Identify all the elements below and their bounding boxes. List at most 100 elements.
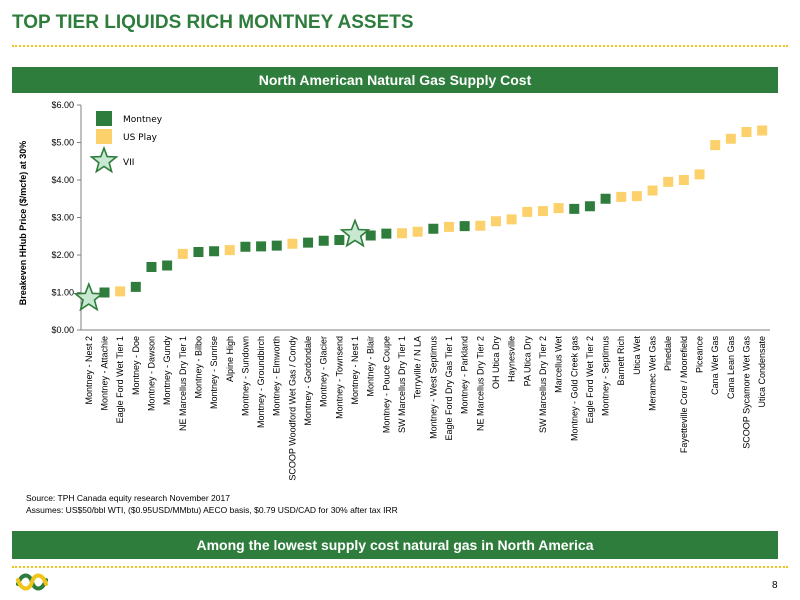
x-category-label: NE Marcellus Dry Tier 1: [178, 336, 188, 431]
x-category-label: Eagle Ford Wet Tier 2: [585, 336, 595, 423]
data-point: [287, 238, 298, 249]
x-category-label: Eagle Ford Dry Gas Tier 1: [444, 336, 454, 441]
legend-swatch: [96, 129, 112, 144]
x-category-label: Meramec Wet Gas: [648, 336, 658, 411]
x-category-label: Montney - Pouce Coupe: [381, 336, 391, 433]
data-point: [631, 191, 642, 202]
x-category-label: Montney - Blair: [366, 336, 376, 397]
data-point: [600, 193, 611, 204]
supply-cost-chart: $0.00 $1.00 $2.00 $3.00 $4.00 $5.00 $6.00 Montn…: [51, 100, 770, 481]
legend-label: US Play: [123, 133, 158, 143]
y-tick-label: $1.00: [51, 288, 74, 298]
y-tick-label: $6.00: [51, 100, 74, 110]
x-category-label: SW Marcellus Dry Tier 1: [397, 336, 407, 433]
x-category-label: Piceance: [695, 336, 705, 373]
legend-star-icon: [89, 145, 119, 174]
data-point: [678, 175, 689, 185]
data-point: [224, 245, 235, 256]
x-category-label: Montney - Dawson: [146, 336, 156, 411]
x-category-label: Montney - Nest 1: [350, 336, 360, 405]
data-point: [757, 125, 768, 136]
x-category-label: Cana Lean Gas: [726, 336, 736, 400]
data-point: [381, 228, 392, 239]
x-category-label: Montney - Sundown: [240, 336, 250, 416]
legend-swatch: [96, 111, 112, 126]
x-category-label: Montney - Attachie: [99, 336, 109, 411]
data-point: [553, 203, 564, 214]
data-point: [490, 216, 501, 227]
data-point: [146, 262, 157, 272]
data-point: [412, 226, 423, 237]
data-point: [318, 235, 329, 246]
data-point: [209, 246, 220, 257]
page-title: TOP TIER LIQUIDS RICH MONTNEY ASSETS: [12, 12, 414, 33]
x-category-label: Montney - West Septimus: [428, 336, 438, 439]
x-category-label: Terryville / N LA: [413, 336, 423, 399]
data-point-star: [73, 281, 105, 312]
legend-label: VII: [123, 158, 134, 168]
data-point: [162, 260, 173, 271]
data-point: [725, 133, 736, 144]
x-category-label: Eagle Ford Wet Tier 1: [115, 336, 125, 423]
x-category-label: Fayetteville Core / Moorefield: [679, 336, 689, 453]
x-category-label: Montney - Sunrise: [209, 336, 219, 409]
x-category-label: SW Marcellus Dry Tier 2: [538, 336, 548, 433]
source-note: Source: TPH Canada equity research Novem…: [26, 493, 230, 503]
x-category-label: Montney - Gold Creek gas: [569, 336, 579, 442]
y-tick-label: $0.00: [51, 325, 74, 335]
y-tick-label: $5.00: [51, 138, 74, 148]
data-point: [271, 240, 282, 251]
data-point: [177, 248, 188, 259]
y-tick-label: $2.00: [51, 250, 74, 260]
data-point: [303, 237, 314, 248]
assumptions-note: Assumes: US$50/bbl WTI, ($0.95USD/MMbtu)…: [26, 505, 398, 515]
x-category-label: Montney - Groundbirch: [256, 336, 266, 428]
data-point: [741, 127, 752, 137]
x-category-label: Montney - Gordondale: [303, 336, 313, 426]
x-category-label: Alpine High: [225, 336, 235, 382]
data-point: [459, 221, 470, 232]
data-point: [522, 206, 533, 217]
data-point: [365, 230, 376, 241]
x-category-label: Montney - Gundy: [162, 336, 172, 406]
chart-title-banner: North American Natural Gas Supply Cost: [12, 67, 778, 93]
data-point: [647, 185, 658, 196]
x-category-label: Montney - Parkland: [460, 336, 470, 414]
x-category-label: Montney - Doe: [131, 336, 141, 395]
conclusion-banner: Among the lowest supply cost natural gas…: [12, 531, 778, 559]
x-category-label: Utica Wet: [632, 336, 642, 375]
data-point: [584, 201, 595, 212]
x-category-label: PA Utica Dry: [522, 336, 532, 387]
data-point: [537, 206, 548, 217]
data-point-star: [339, 218, 371, 248]
x-category-label: SCOOP Sycamore Wet Gas: [742, 336, 752, 449]
x-category-label: Pinedale: [663, 336, 673, 371]
x-category-label: Haynesville: [507, 336, 517, 382]
x-category-label: Barnett Rich: [616, 336, 626, 386]
data-point: [397, 228, 408, 239]
x-category-label: OH Utica Dry: [491, 336, 501, 390]
x-category-label: Cana Wet Gas: [710, 336, 720, 395]
data-point: [616, 191, 627, 202]
y-tick-label: $3.00: [51, 213, 74, 223]
y-tick-label: $4.00: [51, 175, 74, 185]
x-category-label: SCOOP Woodford Wet Gas / Condy: [287, 336, 297, 481]
data-point: [256, 241, 267, 252]
data-point: [193, 247, 204, 257]
data-point: [240, 241, 251, 252]
title-divider: [12, 45, 788, 47]
x-category-label: Montney - Elmworth: [272, 336, 282, 416]
data-point: [443, 221, 454, 232]
data-point: [710, 140, 721, 151]
data-point: [694, 169, 705, 180]
data-point: [99, 287, 110, 298]
x-category-label: Montney - Bilbo: [193, 336, 203, 399]
x-category-label: Marcellus Wet: [554, 336, 564, 393]
data-point: [428, 223, 439, 234]
data-point: [663, 176, 674, 187]
x-category-label: Montney - Nest 2: [84, 336, 94, 405]
data-point: [130, 281, 141, 292]
page-number: 8: [772, 580, 778, 591]
data-point: [506, 214, 517, 225]
company-logo-icon: [16, 573, 48, 591]
